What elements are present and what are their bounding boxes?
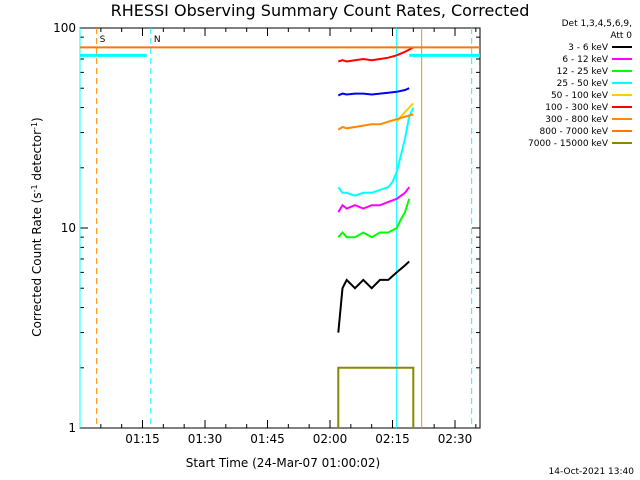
y-axis-label-sup2: -1 bbox=[30, 122, 39, 130]
x-tick-label: 02:15 bbox=[375, 432, 410, 446]
legend-label: 800 - 7000 keV bbox=[540, 127, 609, 137]
legend-header: Det 1,3,4,5,6,9, bbox=[562, 19, 632, 29]
y-tick-label: 1 bbox=[68, 421, 76, 435]
series-line bbox=[338, 46, 414, 63]
series-line bbox=[337, 87, 410, 97]
x-tick-label: 02:30 bbox=[438, 432, 473, 446]
legend-header: Att 0 bbox=[610, 31, 632, 41]
plot-area: 1 10 100 01:15 01:30 01:45 02:00 02:15 02:30 S N bbox=[53, 21, 481, 446]
chart-title: RHESSI Observing Summary Count Rates, Co… bbox=[111, 1, 530, 20]
y-tick-label: 100 bbox=[53, 21, 76, 35]
legend-label: 50 - 100 keV bbox=[551, 91, 609, 101]
legend-label: 25 - 50 keV bbox=[557, 79, 609, 89]
y-axis-label-sup1: -1 bbox=[30, 184, 39, 192]
legend-label: 12 - 25 keV bbox=[557, 67, 609, 77]
x-tick-label: 01:15 bbox=[125, 432, 160, 446]
legend-label: 3 - 6 keV bbox=[568, 43, 609, 53]
marker-label: S bbox=[100, 35, 106, 45]
legend-label: 100 - 300 keV bbox=[545, 103, 609, 113]
legend-label: 7000 - 15000 keV bbox=[528, 139, 609, 149]
series-line bbox=[337, 186, 411, 213]
series-line bbox=[337, 113, 414, 131]
y-axis-label-end: ) bbox=[30, 117, 44, 122]
x-tick-label: 01:45 bbox=[250, 432, 285, 446]
series-line bbox=[337, 107, 415, 197]
legend: Det 1,3,4,5,6,9, Att 03 - 6 keV 6 - 12 keV… bbox=[528, 19, 632, 149]
y-axis-label-mid: detector bbox=[30, 130, 44, 185]
legend-label: 6 - 12 keV bbox=[562, 55, 608, 65]
series-line bbox=[337, 366, 415, 428]
x-tick-label: 01:30 bbox=[188, 432, 223, 446]
x-tick-label: 02:00 bbox=[313, 432, 348, 446]
y-axis-label-main: Corrected Count Rate (s bbox=[30, 192, 44, 336]
timestamp: 14-Oct-2021 13:40 bbox=[549, 467, 635, 477]
series-line bbox=[337, 260, 410, 333]
x-axis: 01:15 01:30 01:45 02:00 02:15 02:30 bbox=[79, 28, 477, 446]
y-axis-label: Corrected Count Rate (s-1 detector-1) bbox=[30, 117, 44, 336]
x-axis-label: Start Time (24-Mar-07 01:00:02) bbox=[186, 456, 380, 470]
legend-label: 300 - 800 keV bbox=[545, 115, 609, 125]
y-axis: 1 10 100 bbox=[53, 21, 480, 435]
y-tick-label: 10 bbox=[61, 221, 76, 235]
marker-label: N bbox=[154, 35, 161, 45]
series-line bbox=[337, 198, 411, 239]
